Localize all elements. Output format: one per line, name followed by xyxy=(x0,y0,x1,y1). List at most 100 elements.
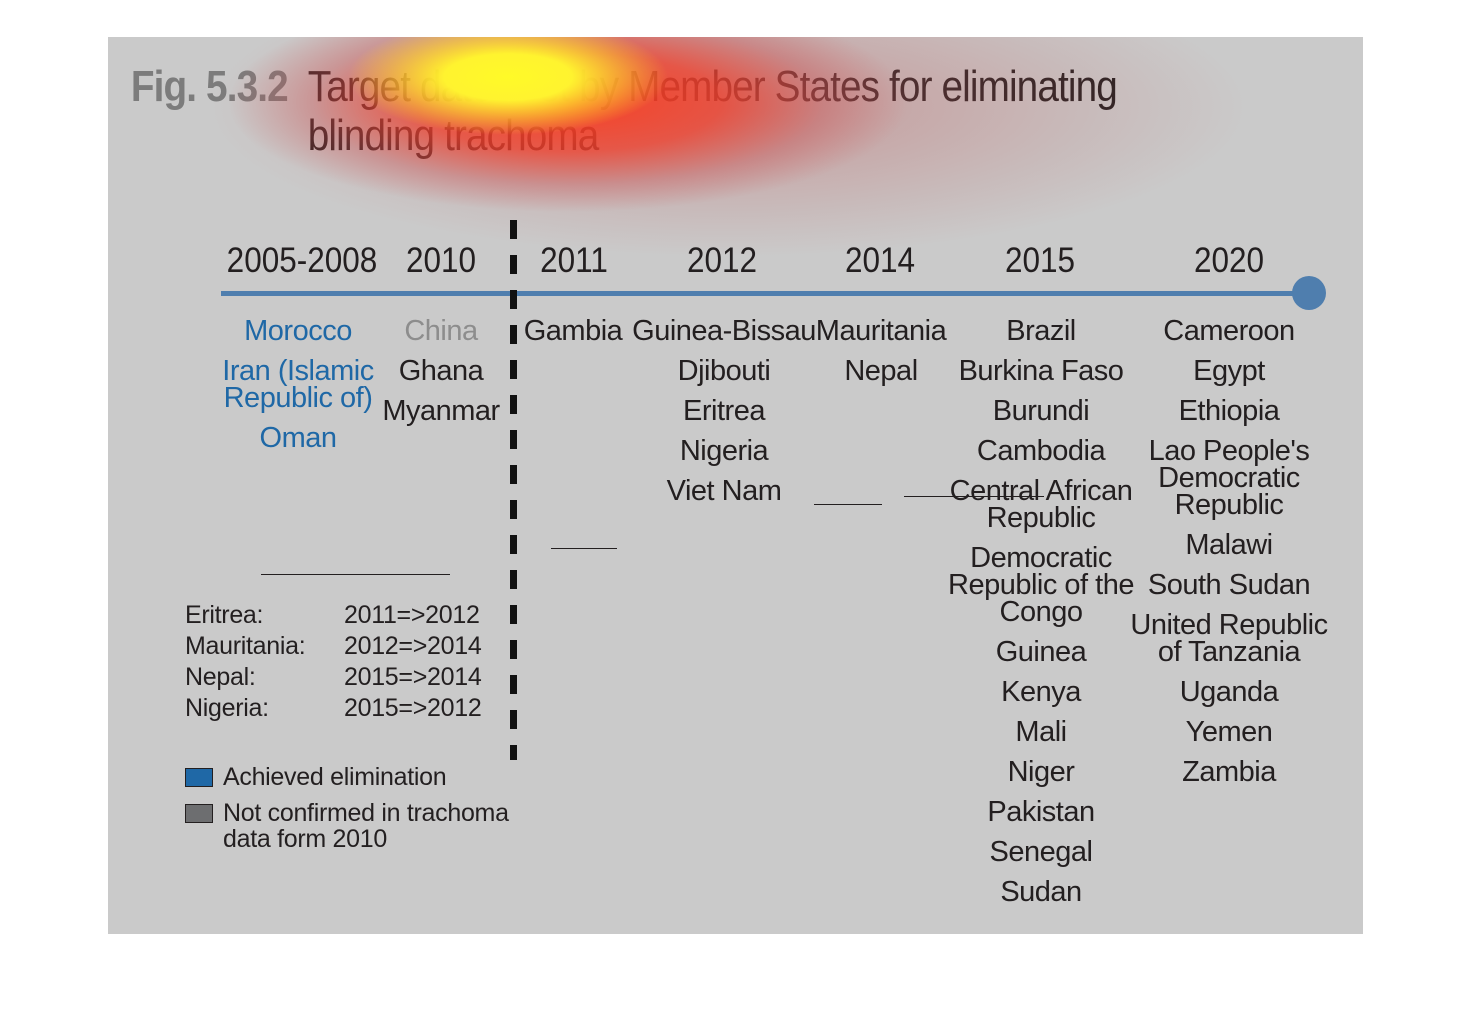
change-country: Eritrea: xyxy=(185,601,264,629)
country-name-line: Brazil xyxy=(1006,315,1076,347)
country-entry: Central African Republic xyxy=(948,477,1134,534)
underline-2014 xyxy=(814,504,882,505)
change-row: Eritrea: 2011=>2012 xyxy=(185,600,481,631)
country-entry: South Sudan xyxy=(1130,571,1327,600)
country-name-line: Mali xyxy=(1015,716,1067,748)
country-name-line: Uganda xyxy=(1179,676,1279,708)
year-label-2010: 2010 xyxy=(405,241,477,280)
country-entry: Ethiopia xyxy=(1130,397,1327,426)
country-name-line: Republic xyxy=(986,502,1096,534)
country-name-line: Mauritania xyxy=(815,315,947,347)
country-entry: Burundi xyxy=(948,397,1134,426)
figure-panel: Fig. 5.3.2 Target dates set by Member St… xyxy=(108,37,1363,934)
column-2012: Guinea-Bissau Djibouti Eritrea Nigeria Viet … xyxy=(632,315,816,518)
underline-2015 xyxy=(904,496,1044,497)
country-entry: Ghana xyxy=(382,355,499,387)
country-entry: China xyxy=(382,315,499,347)
country-entry: Nepal xyxy=(816,355,946,387)
country-name-line: United Republic xyxy=(1130,609,1328,641)
country-name-line: Malawi xyxy=(1185,529,1273,561)
figure-title-text: Target dates set by Member States for el… xyxy=(308,62,1188,161)
country-name-line: China xyxy=(404,315,478,347)
country-entry: Guinea xyxy=(948,638,1134,667)
legend-item-not-confirmed: Not confirmed in trachoma data form 2010 xyxy=(185,800,509,852)
change-country: Nepal: xyxy=(185,663,256,691)
country-name-line: Yemen xyxy=(1185,716,1273,748)
country-entry: Lao People's Democratic Republic xyxy=(1130,437,1327,520)
country-name-line: Egypt xyxy=(1193,355,1265,387)
country-name-line: Congo xyxy=(999,596,1083,628)
figure-title-line-1: Target dates set by Member States for el… xyxy=(307,62,1118,111)
change-row: Nigeria: 2015=>2012 xyxy=(185,693,482,724)
country-entry: Viet Nam xyxy=(632,477,816,506)
column-2010: China Ghana Myanmar xyxy=(382,315,500,438)
timeline-divider-dashed xyxy=(510,220,517,760)
country-name-line: Guinea-Bissau xyxy=(632,315,816,347)
changes-separator xyxy=(261,574,450,575)
year-label-2005-2008: 2005-2008 xyxy=(226,241,378,280)
change-country: Mauritania: xyxy=(185,632,306,660)
year-label-2011: 2011 xyxy=(540,241,608,280)
change-dates: 2011=>2012 xyxy=(344,601,480,629)
country-name-line: Morocco xyxy=(244,315,352,347)
country-entry: Cambodia xyxy=(948,437,1134,466)
country-name-line: Nepal xyxy=(844,355,918,387)
country-entry: Kenya xyxy=(948,676,1134,708)
country-entry: Yemen xyxy=(1130,716,1327,748)
change-dates: 2012=>2014 xyxy=(344,632,482,660)
country-entry: Gambia xyxy=(523,315,623,347)
legend-swatch-not-confirmed xyxy=(185,804,213,823)
country-name-line: Ghana xyxy=(398,355,484,387)
figure-title: Fig. 5.3.2 Target dates set by Member St… xyxy=(108,37,1212,237)
country-name-line: Democratic xyxy=(1158,462,1300,494)
country-name-line: Oman xyxy=(259,422,337,454)
country-entry: Guinea-Bissau xyxy=(632,315,816,347)
country-entry: Democratic Republic of the Congo xyxy=(948,542,1134,628)
country-entry: Sudan xyxy=(948,876,1134,908)
legend-swatch-achieved xyxy=(185,768,213,787)
year-label-2012: 2012 xyxy=(686,241,758,280)
country-entry: Brazil xyxy=(948,315,1134,347)
change-row: Mauritania: 2012=>2014 xyxy=(185,631,482,662)
change-dates: 2015=>2012 xyxy=(344,694,482,722)
country-entry: Eritrea xyxy=(632,395,816,427)
figure-number: Fig. 5.3.2 xyxy=(130,62,289,111)
country-entry: Mauritania xyxy=(815,315,947,347)
legend-label-achieved: Achieved elimination xyxy=(223,763,447,791)
country-name-line: Burkina Faso xyxy=(958,355,1124,387)
column-2020: Cameroon Egypt Ethiopia Lao People's Democra… xyxy=(1130,315,1328,799)
country-name-line: Democratic xyxy=(970,542,1112,574)
country-entry: Malawi xyxy=(1130,529,1327,561)
country-entry: Oman xyxy=(222,422,373,454)
country-entry: Morocco xyxy=(222,315,373,347)
country-name-line: Cameroon xyxy=(1163,315,1295,347)
year-label-2015: 2015 xyxy=(1004,241,1076,280)
country-entry: Senegal xyxy=(948,836,1134,868)
country-name-line: Republic of) xyxy=(223,382,373,414)
legend-item-achieved: Achieved elimination xyxy=(185,764,509,790)
country-entry: United Republic of Tanzania xyxy=(1130,609,1328,668)
country-name-line: Senegal xyxy=(989,836,1093,868)
country-name-line: Iran (Islamic xyxy=(222,355,374,387)
country-name-line: Nigeria xyxy=(679,435,769,467)
figure-title-line-2: blinding trachoma xyxy=(307,111,600,161)
column-2005-2008: Morocco Iran (Islamic Republic of) Oman xyxy=(222,315,374,465)
country-name-line: of Tanzania xyxy=(1157,636,1301,668)
timeline-axis xyxy=(221,291,1311,296)
legend: Achieved elimination Not confirmed in tr… xyxy=(185,764,509,862)
country-name-line: Pakistan xyxy=(987,796,1095,828)
country-entry: Niger xyxy=(948,756,1134,788)
column-2011: Gambia xyxy=(523,315,623,358)
change-dates: 2015=>2014 xyxy=(344,663,482,691)
legend-label-not-confirmed: Not confirmed in trachoma xyxy=(223,799,509,827)
country-entry: Cameroon xyxy=(1130,315,1327,347)
country-name-line: Gambia xyxy=(523,315,623,347)
country-name-line: Kenya xyxy=(1001,676,1081,708)
country-name-line: Niger xyxy=(1007,756,1075,788)
country-name-line: Eritrea xyxy=(683,395,765,427)
country-entry: Mali xyxy=(948,716,1134,748)
country-entry: Djibouti xyxy=(632,357,816,386)
legend-label-not-confirmed-line-2: data form 2010 xyxy=(223,825,387,853)
column-2014: Mauritania Nepal xyxy=(815,315,947,398)
country-name-line: Sudan xyxy=(1000,876,1082,908)
